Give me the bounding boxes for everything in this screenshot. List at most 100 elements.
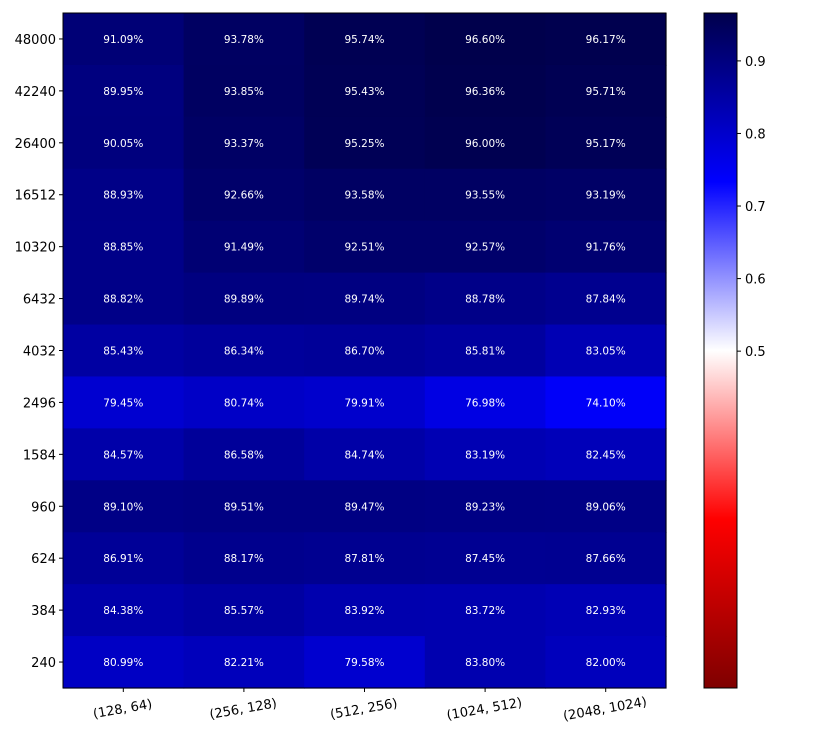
cell-value-label: 93.78% <box>224 34 264 46</box>
cell-value-label: 95.74% <box>344 34 384 46</box>
heatmap-cell <box>304 480 426 533</box>
heatmap-cell <box>304 116 426 170</box>
cell-value-label: 88.82% <box>103 294 143 306</box>
heatmap-cell <box>304 272 426 326</box>
heatmap-cell <box>304 324 426 378</box>
x-tick-label: (128, 64) <box>92 697 153 722</box>
cell-value-label: 90.05% <box>103 138 143 150</box>
cell-value-label: 91.76% <box>586 242 626 254</box>
heatmap-cell <box>63 636 185 689</box>
cell-value-label: 93.37% <box>224 138 264 150</box>
heatmap-cell <box>183 272 305 326</box>
cell-value-label: 89.23% <box>465 501 505 513</box>
x-tick-label: (2048, 1024) <box>562 695 648 724</box>
heatmap-cell <box>183 168 305 222</box>
cell-value-label: 88.93% <box>103 190 143 202</box>
colorbar-tick-label: 0.9 <box>745 55 766 70</box>
heatmap-cell <box>424 168 546 222</box>
heatmap-cell <box>183 64 305 118</box>
heatmap-cell <box>304 64 426 118</box>
cell-value-label: 82.00% <box>586 657 626 669</box>
cell-value-label: 79.58% <box>344 657 384 669</box>
cell-value-label: 83.05% <box>586 346 626 358</box>
heatmap-cell <box>424 272 546 326</box>
heatmap-cell <box>424 480 546 533</box>
heatmap-cell <box>63 532 185 585</box>
cell-value-label: 74.10% <box>586 397 626 409</box>
heatmap-cell <box>183 480 305 533</box>
heatmap-cell <box>183 376 305 429</box>
y-tick-label: 16512 <box>15 189 56 204</box>
colorbar-bar <box>703 12 738 689</box>
heatmap-cell <box>545 272 667 326</box>
heatmap-cell <box>545 532 667 585</box>
y-tick-label: 384 <box>31 604 56 619</box>
heatmap-cell <box>424 428 546 481</box>
heatmap-cell <box>424 220 546 274</box>
heatmap-cell <box>424 532 546 585</box>
colorbar-tick-label: 0.6 <box>745 273 766 288</box>
heatmap-cell <box>545 480 667 533</box>
heatmap-cell <box>63 116 185 170</box>
cell-value-label: 85.81% <box>465 346 505 358</box>
cell-value-label: 86.70% <box>344 346 384 358</box>
cell-value-label: 88.85% <box>103 242 143 254</box>
heatmap-cell <box>424 64 546 118</box>
heatmap-cell <box>63 64 185 118</box>
cell-value-label: 83.19% <box>465 449 505 461</box>
x-axis: (128, 64) (256, 128) (512, 256) (1024, 512)… <box>92 688 648 724</box>
heatmap-cell <box>545 220 667 274</box>
cell-value-label: 96.60% <box>465 34 505 46</box>
cell-value-label: 83.92% <box>344 605 384 617</box>
cell-value-label: 82.45% <box>586 449 626 461</box>
colorbar: 0.5 0.6 0.7 0.8 0.9 <box>703 12 766 689</box>
heatmap-cell <box>304 13 426 66</box>
heatmap-cell <box>63 168 185 222</box>
heatmap-cell <box>545 376 667 429</box>
heatmap-cell <box>183 428 305 481</box>
y-tick-label: 624 <box>31 552 56 567</box>
heatmap-cell <box>63 428 185 481</box>
cell-value-label: 86.91% <box>103 553 143 565</box>
cell-value-label: 96.00% <box>465 138 505 150</box>
cell-value-label: 80.74% <box>224 397 264 409</box>
cell-value-label: 96.36% <box>465 86 505 98</box>
heatmap-cell <box>63 480 185 533</box>
cell-value-label: 83.72% <box>465 605 505 617</box>
y-tick-label: 4032 <box>23 345 56 360</box>
heatmap-cell <box>183 324 305 378</box>
y-axis: 48000 42240 26400 16512 10320 6432 4032 2496 158… <box>15 33 63 671</box>
cell-value-label: 92.66% <box>224 190 264 202</box>
heatmap-cell <box>304 376 426 429</box>
heatmap-cell <box>304 220 426 274</box>
heatmap-cell <box>424 584 546 637</box>
heatmap-cell <box>545 428 667 481</box>
cell-value-label: 89.89% <box>224 294 264 306</box>
x-tick-label: (256, 128) <box>208 696 278 723</box>
cell-value-label: 95.43% <box>344 86 384 98</box>
heatmap-cell <box>63 376 185 429</box>
cell-value-label: 85.43% <box>103 346 143 358</box>
heatmap-cell <box>183 584 305 637</box>
cell-value-label: 95.25% <box>344 138 384 150</box>
cell-value-label: 92.51% <box>344 242 384 254</box>
heatmap-cells: 91.09% 93.78% 95.74% 96.60% 96.17% 89.95% 93.8… <box>63 13 667 689</box>
y-tick-label: 2496 <box>23 396 56 411</box>
cell-value-label: 84.57% <box>103 449 143 461</box>
cell-value-label: 89.74% <box>344 294 384 306</box>
y-tick-label: 960 <box>31 500 56 515</box>
heatmap-cell <box>63 584 185 637</box>
heatmap-cell <box>545 64 667 118</box>
heatmap-cell <box>183 636 305 689</box>
heatmap-cell <box>304 584 426 637</box>
heatmap-cell <box>424 324 546 378</box>
heatmap-cell <box>424 116 546 170</box>
cell-value-label: 93.55% <box>465 190 505 202</box>
heatmap-cell <box>545 636 667 689</box>
cell-value-label: 89.95% <box>103 86 143 98</box>
heatmap-cell <box>63 220 185 274</box>
y-tick-label: 42240 <box>15 85 56 100</box>
cell-value-label: 84.38% <box>103 605 143 617</box>
cell-value-label: 89.10% <box>103 501 143 513</box>
heatmap-cell <box>304 168 426 222</box>
